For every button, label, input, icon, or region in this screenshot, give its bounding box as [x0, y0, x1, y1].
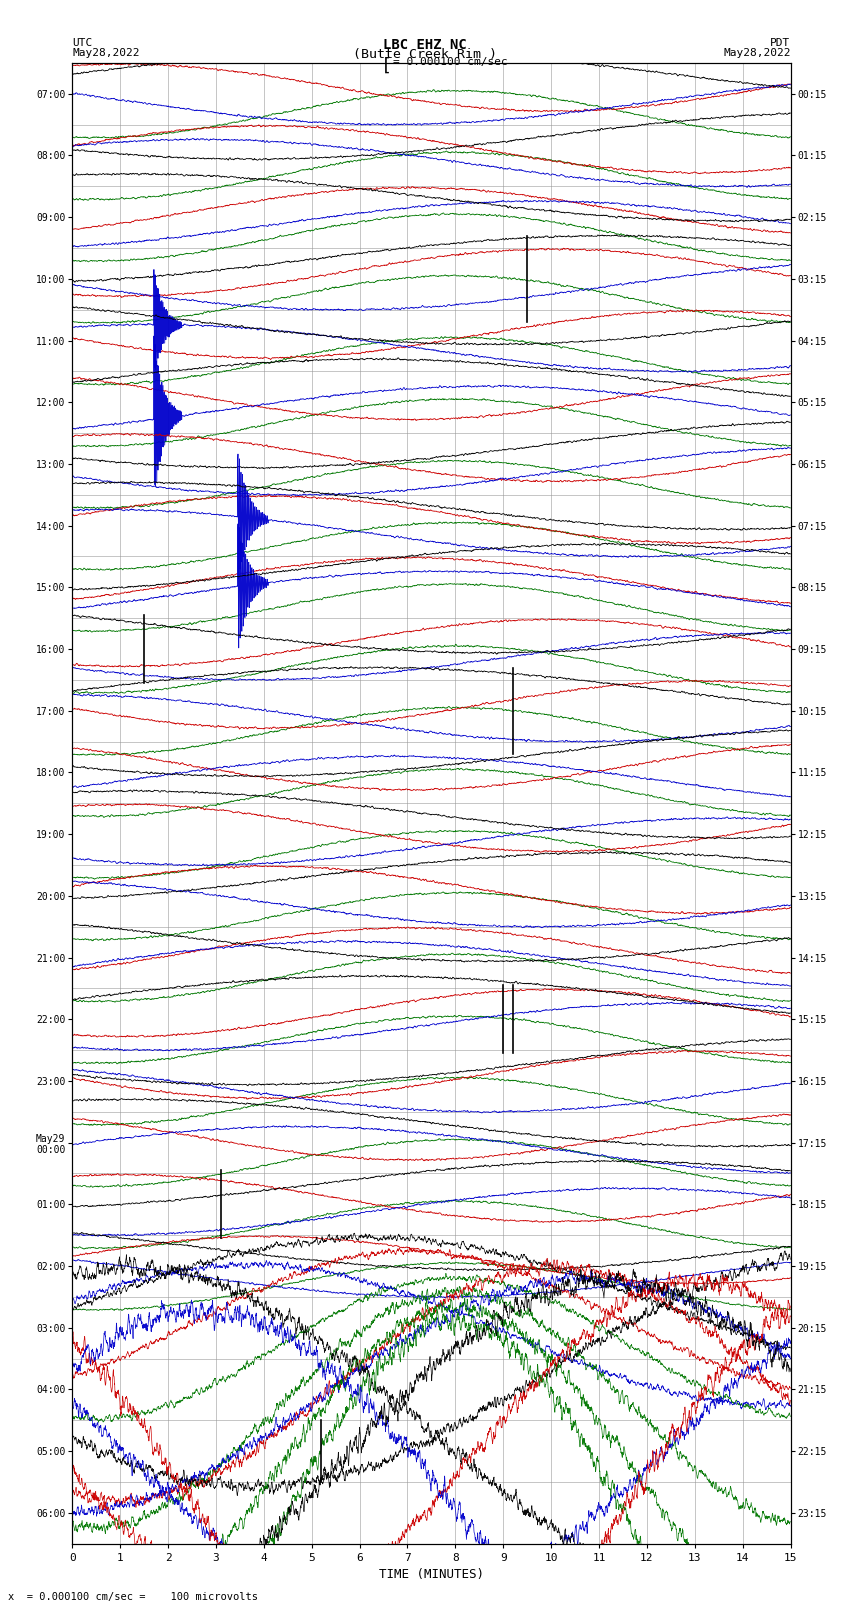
Text: x  = 0.000100 cm/sec =    100 microvolts: x = 0.000100 cm/sec = 100 microvolts — [8, 1592, 258, 1602]
Text: (Butte Creek Rim ): (Butte Creek Rim ) — [353, 47, 497, 61]
Text: [: [ — [382, 56, 392, 74]
Text: May28,2022: May28,2022 — [723, 47, 791, 58]
Text: May28,2022: May28,2022 — [72, 47, 139, 58]
Text: UTC: UTC — [72, 37, 93, 48]
Text: PDT: PDT — [770, 37, 790, 48]
Text: LBC EHZ NC: LBC EHZ NC — [383, 37, 467, 52]
Text: = 0.000100 cm/sec: = 0.000100 cm/sec — [393, 58, 507, 68]
X-axis label: TIME (MINUTES): TIME (MINUTES) — [379, 1568, 484, 1581]
